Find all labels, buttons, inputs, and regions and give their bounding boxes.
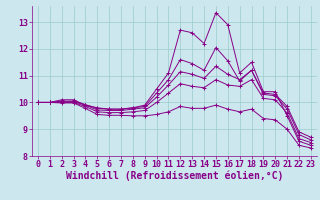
X-axis label: Windchill (Refroidissement éolien,°C): Windchill (Refroidissement éolien,°C) [66, 171, 283, 181]
